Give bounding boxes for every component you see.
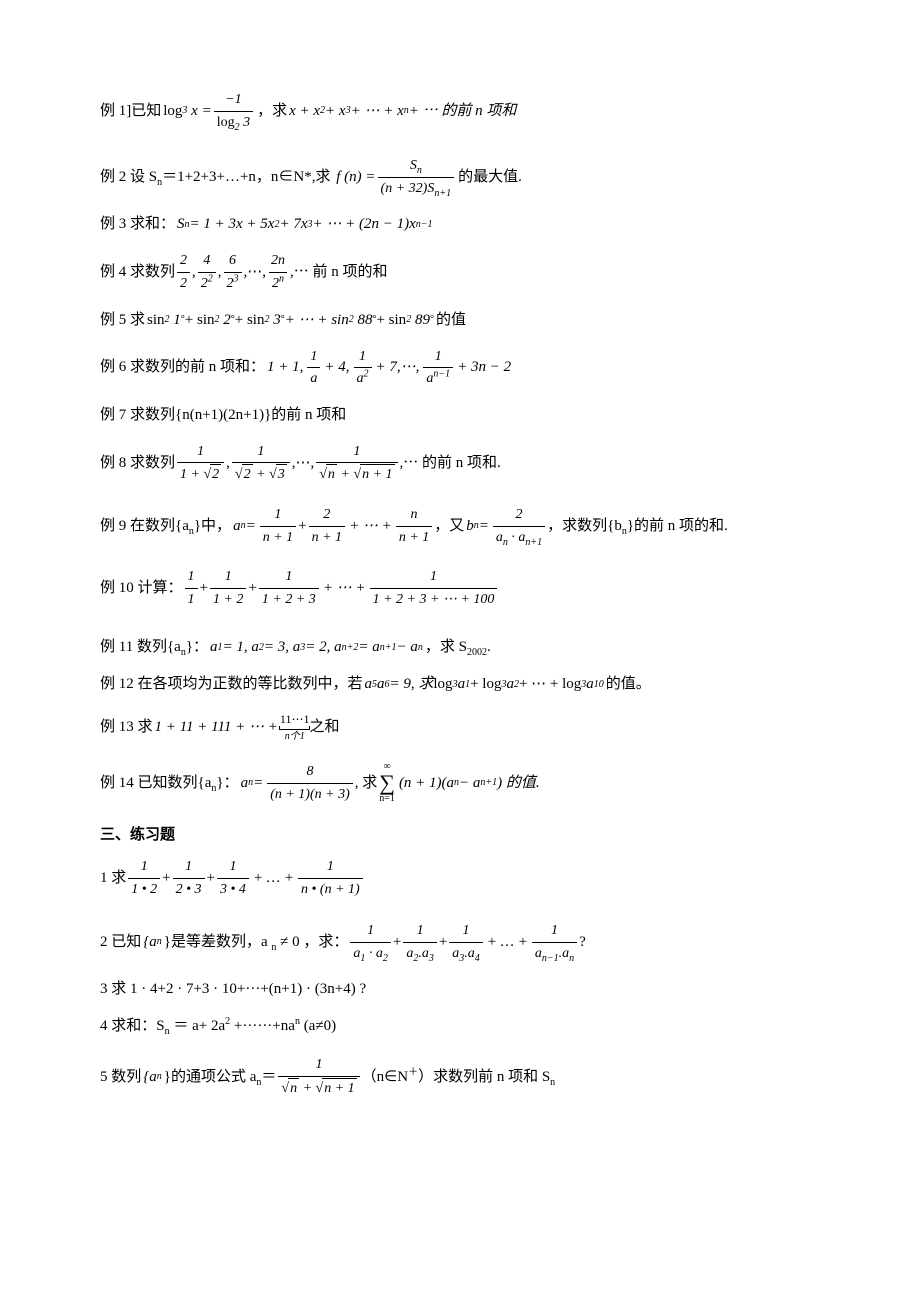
label: 例 4 求数列 — [100, 262, 175, 283]
example-4: 例 4 求数列 22, 422, 623,⋯, 2n2n ,⋯ 前 n 项的和 — [100, 251, 820, 293]
math: Sn = 1 + 3x + 5x2 + 7x3 + ⋯ + (2n − 1)xn… — [177, 214, 432, 235]
label: 例 1]已知 — [100, 101, 161, 122]
text: ，求 — [257, 101, 287, 122]
frac: 1n + n + 1 — [316, 442, 397, 485]
label: 例 6 求数列的前 n 项和： — [100, 357, 265, 378]
label: 例 3 求和： — [100, 214, 175, 235]
frac: 11 + 2 — [177, 442, 224, 485]
example-11: 例 11 数列{an}： a1 = 1, a2 = 3, a3 = 2, an+… — [100, 637, 820, 658]
example-1: 例 1]已知 log3 x = −1 log2 3 ，求 x + x2 + x3… — [100, 90, 820, 132]
math: a5a6 = 9, 求 log3 a1 + log3 a2 + ⋯ + log3… — [365, 674, 604, 695]
example-8: 例 8 求数列 11 + 2, 12 + 3,⋯, 1n + n + 1 ,⋯ … — [100, 442, 820, 485]
label: 例 12 在各项均为正数的等比数列中，若 — [100, 674, 363, 695]
summation: ∞ ∑ n=1 — [379, 760, 395, 806]
example-2: 例 2 设 Sn＝1+2+3+…+n，n∈N*,求 f (n) = Sn (n … — [100, 156, 820, 198]
frac: 12 + 3 — [232, 442, 290, 485]
exercise-3: 3 求 1 · 4+2 · 7+3 · 10+···+(n+1) · (3n+4… — [100, 979, 820, 1000]
frac: 1a2 — [354, 347, 372, 389]
label: 2 已知{an}是等差数列，a n ≠ 0 ，求： — [100, 932, 348, 953]
label: 例 13 求 — [100, 717, 153, 738]
text: 的值。 — [606, 674, 651, 695]
label: 4 求和：Sn ＝ a+ 2a2 +······+nan (a≠0) — [100, 1016, 336, 1037]
math: 1 + 1, — [267, 357, 303, 378]
underbrace: 11⋯1 n个1 — [280, 711, 310, 744]
label: 例 10 计算： — [100, 578, 183, 599]
frac: 1a — [307, 347, 320, 389]
label: 1 求 — [100, 868, 126, 889]
example-12: 例 12 在各项均为正数的等比数列中，若 a5a6 = 9, 求 log3 a1… — [100, 674, 820, 695]
text: 的最大值. — [458, 167, 522, 188]
example-3: 例 3 求和： Sn = 1 + 3x + 5x2 + 7x3 + ⋯ + (2… — [100, 214, 820, 235]
math: a1 = 1, a2 = 3, a3 = 2, an+2 = an+1 − an — [210, 637, 423, 658]
frac: 422 — [198, 251, 216, 293]
example-13: 例 13 求 1 + 11 + 111 + ⋯ + 11⋯1 n个1 之和 — [100, 711, 820, 744]
text: ,⋯ 前 n 项的和 — [290, 262, 388, 283]
section-heading: 三、练习题 — [100, 824, 820, 845]
text: ,⋯ 的前 n 项和. — [400, 453, 501, 474]
math: f (n) = Sn (n + 32)Sn+1 — [333, 156, 457, 198]
example-5: 例 5 求 sin2 1° + sin2 2° + sin2 3° + ⋯ + … — [100, 310, 820, 331]
example-6: 例 6 求数列的前 n 项和： 1 + 1, 1a + 4, 1a2 + 7,⋯… — [100, 347, 820, 389]
frac: 2n2n — [268, 251, 288, 293]
example-9: 例 9 在数列{an}中， an = 1n + 1 + 2n + 1 + ⋯ +… — [100, 505, 820, 547]
label: 例 9 在数列{an}中， — [100, 516, 231, 537]
frac: 1an−1 — [423, 347, 453, 389]
text: 的值 — [436, 310, 466, 331]
frac: 623 — [224, 251, 242, 293]
example-7: 例 7 求数列{n(n+1)(2n+1)}的前 n 项和 — [100, 405, 820, 426]
label: 5 数列{an}的通项公式 an＝ — [100, 1067, 276, 1088]
label: 例 8 求数列 — [100, 453, 175, 474]
frac: 22 — [177, 251, 190, 293]
exercise-4: 4 求和：Sn ＝ a+ 2a2 +······+nan (a≠0) — [100, 1016, 820, 1037]
example-14: 例 14 已知数列{an}： an = 8(n + 1)(n + 3) , 求 … — [100, 760, 820, 806]
label: 例 5 求 — [100, 310, 145, 331]
math: sin2 1° + sin2 2° + sin2 3° + ⋯ + sin2 8… — [147, 310, 434, 331]
label: 例 14 已知数列{an}： — [100, 773, 239, 794]
math: x + x2 + x3 + ⋯ + xn + ⋯ 的前 n 项和 — [289, 101, 516, 122]
label: 3 求 1 · 4+2 · 7+3 · 10+···+(n+1) · (3n+4… — [100, 979, 366, 1000]
label: 例 7 求数列{n(n+1)(2n+1)}的前 n 项和 — [100, 405, 346, 426]
math: log3 x = −1 log2 3 — [163, 90, 255, 132]
exercise-5: 5 数列{an}的通项公式 an＝ 1n + n + 1 （n∈N＋）求数列前 … — [100, 1055, 820, 1098]
example-10: 例 10 计算： 11 + 11 + 2 + 11 + 2 + 3 + ⋯ + … — [100, 567, 820, 609]
label: 例 2 设 Sn＝1+2+3+…+n，n∈N*,求 — [100, 167, 331, 188]
math: an = — [233, 516, 256, 537]
text: 之和 — [309, 717, 339, 738]
exercise-2: 2 已知{an}是等差数列，a n ≠ 0 ，求： 1a1 · a2 + 1a2… — [100, 921, 820, 963]
label: 例 11 数列{an}： — [100, 637, 208, 658]
exercise-1: 1 求 11 • 2 + 12 • 3 + 13 • 4 + … + 1n • … — [100, 857, 820, 899]
